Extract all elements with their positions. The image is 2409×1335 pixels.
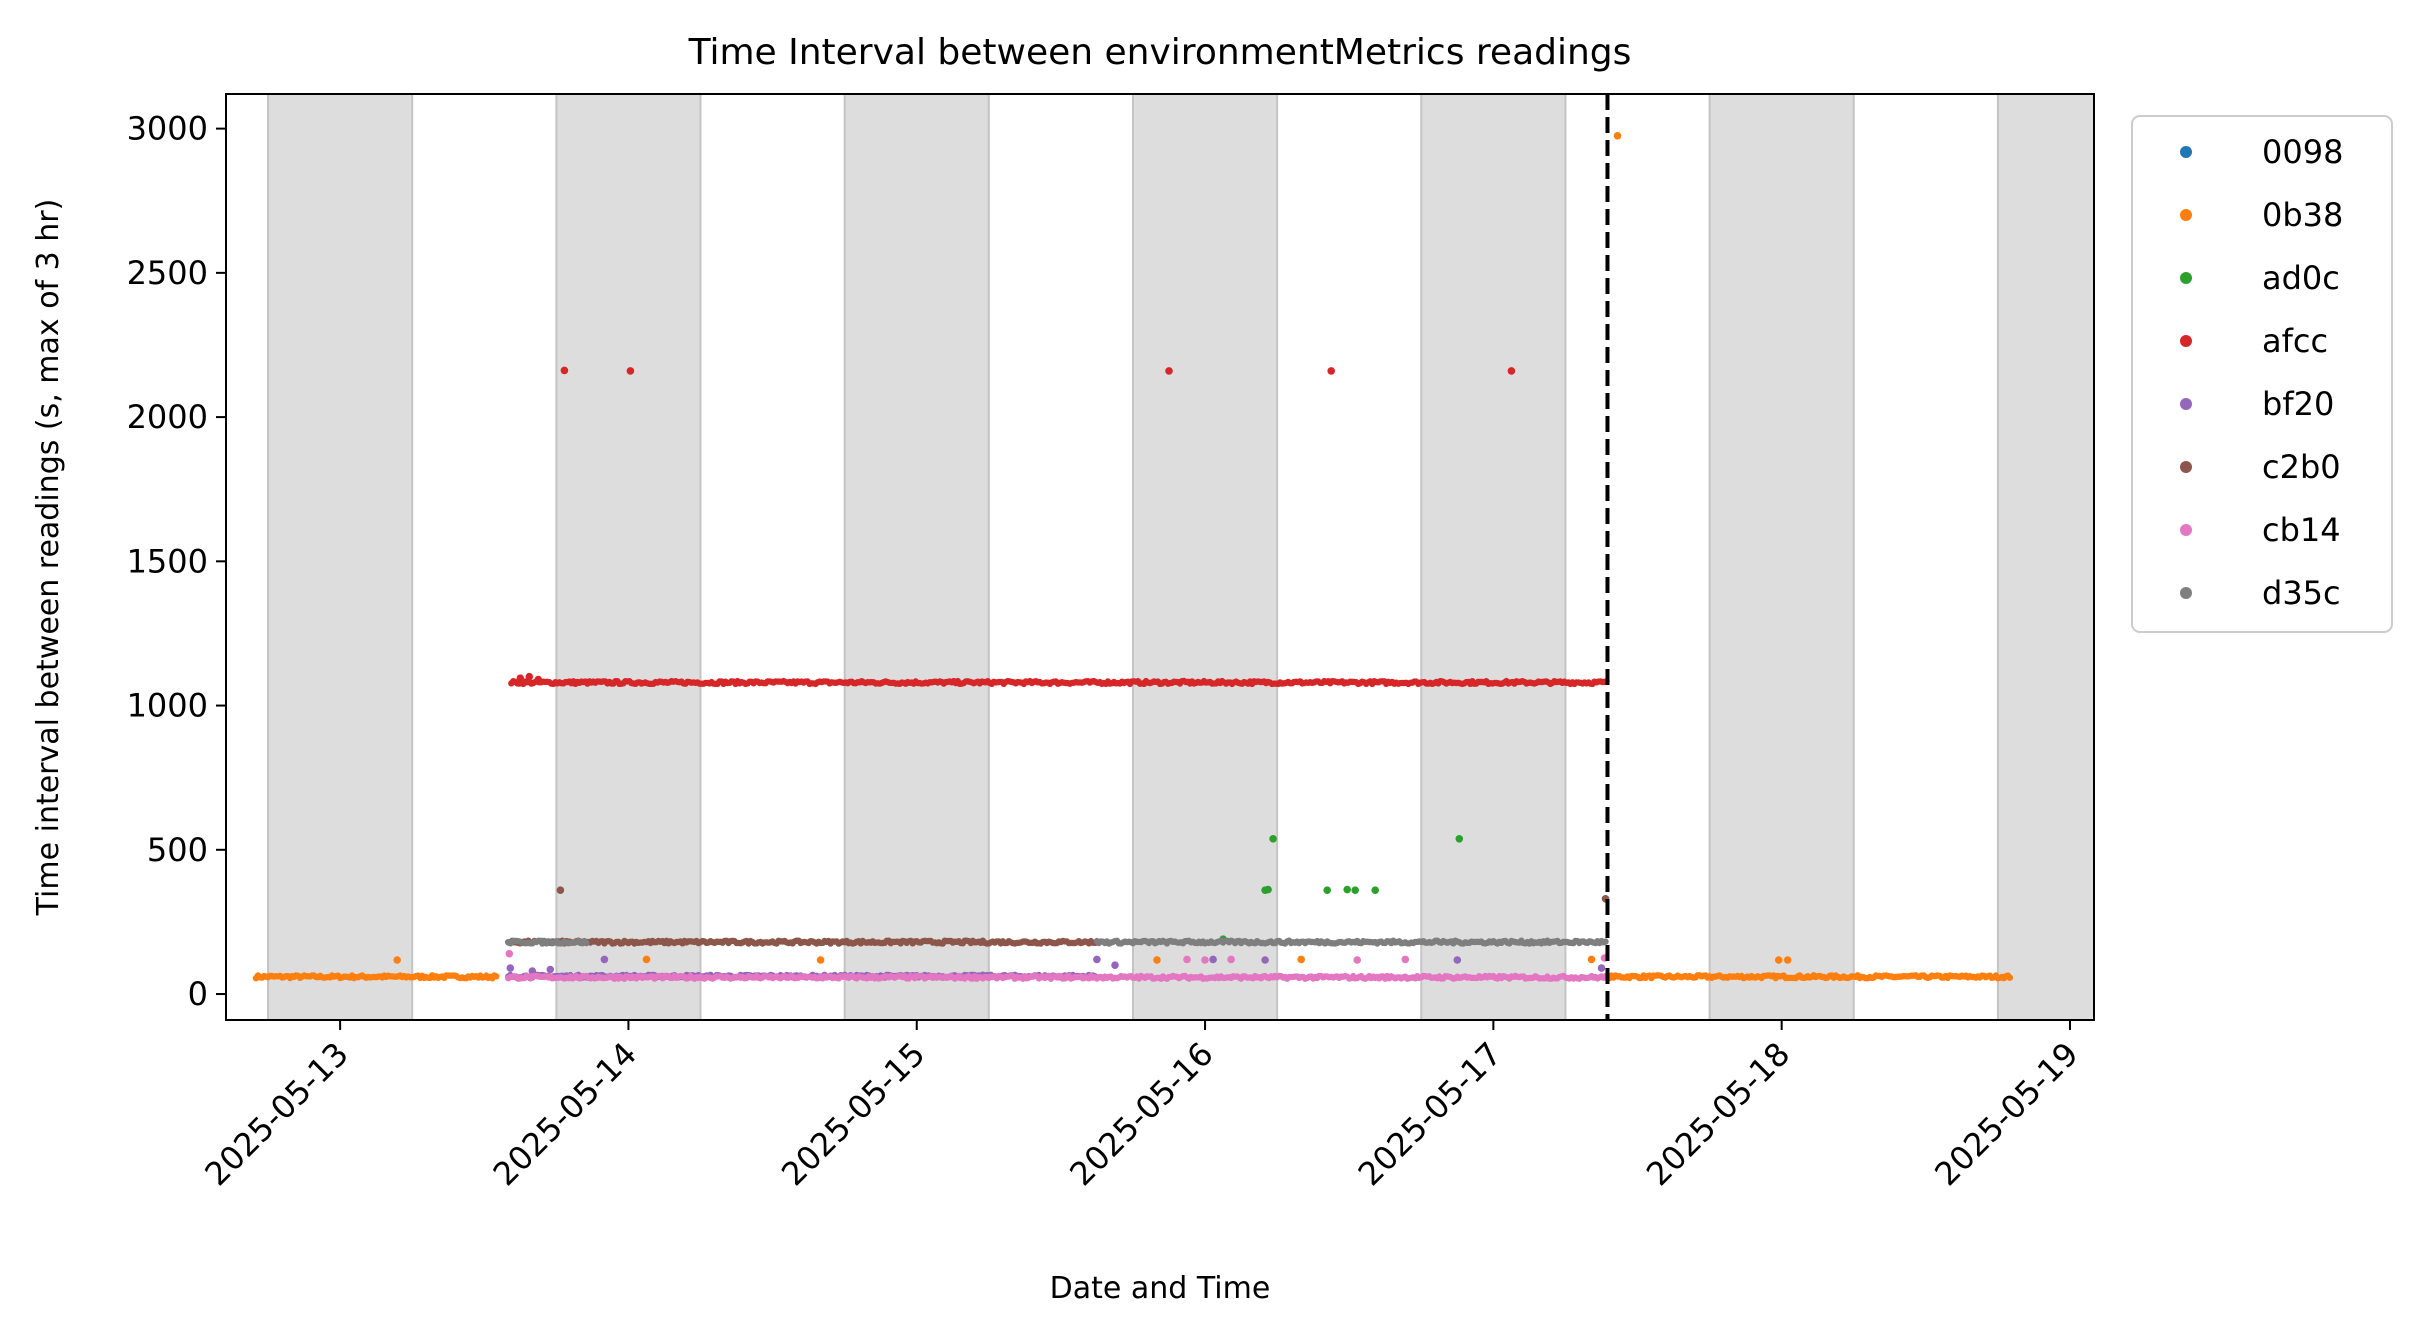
data-point-bf20 [546, 965, 555, 974]
data-point-afcc [534, 675, 543, 684]
data-point-0b38 [642, 955, 651, 964]
data-point-afcc [1507, 367, 1516, 375]
y-tick-label: 2500 [127, 254, 208, 292]
legend-marker-bf20 [2180, 398, 2192, 410]
data-point-ad0c [1371, 886, 1379, 894]
night-band [1708, 94, 1855, 1020]
legend-label: 0b38 [2262, 196, 2343, 234]
data-point-afcc [516, 674, 525, 682]
data-point-0b38 [493, 973, 500, 980]
data-point-0b38 [1297, 955, 1305, 964]
y-tick-label: 2000 [127, 398, 208, 436]
data-point-cb14 [505, 949, 514, 958]
chart-title: Time Interval between environmentMetrics… [688, 32, 1632, 73]
night-band [843, 94, 990, 1020]
legend-box [2131, 115, 2393, 633]
y-tick-label: 3000 [127, 110, 208, 148]
data-point-afcc [1165, 367, 1173, 375]
legend: 0098 0b38 ad0c afcc bf20 c2b0 cb14 d35c [2131, 115, 2393, 633]
legend-marker-cb14 [2180, 524, 2192, 536]
legend-label: bf20 [2262, 385, 2334, 423]
data-point-cb14 [1401, 955, 1410, 964]
legend-marker-c2b0 [2180, 461, 2192, 473]
y-tick-label: 1000 [127, 687, 208, 725]
axes-frame [225, 93, 2095, 1021]
data-points [252, 132, 2014, 982]
data-point-cb14 [1227, 955, 1235, 964]
legend-marker-d35c [2180, 587, 2192, 599]
night-band [1420, 94, 1567, 1020]
data-point-cb14 [1353, 956, 1361, 964]
data-point-afcc [626, 367, 635, 375]
data-point-bf20 [1261, 956, 1269, 964]
data-point-afcc [560, 366, 569, 375]
y-tick-label: 1500 [127, 542, 208, 580]
data-point-afcc [525, 672, 534, 681]
data-point-0b38 [1783, 956, 1792, 964]
x-axis-label: Date and Time [1050, 1271, 1271, 1306]
data-point-ad0c [1323, 886, 1331, 894]
y-axis-label: Time interval between readings (s, max o… [31, 199, 66, 917]
data-point-0b38 [1587, 955, 1596, 964]
data-point-0b38 [2006, 974, 2014, 981]
night-band [267, 94, 414, 1020]
legend-marker-0b38 [2180, 209, 2192, 221]
data-point-0b38 [1153, 956, 1161, 964]
legend-label: d35c [2262, 574, 2341, 612]
data-point-0b38 [816, 956, 825, 964]
y-axis: 0 500 1000 1500 2000 2500 3000 [127, 110, 226, 1013]
data-point-ad0c [1264, 885, 1272, 894]
data-point-bf20 [1111, 961, 1119, 969]
data-point-ad0c [1351, 886, 1359, 894]
data-point-bf20 [1453, 956, 1462, 964]
data-point-bf20 [1597, 964, 1606, 972]
data-point-d35c [583, 939, 590, 947]
data-point-d35c [1602, 938, 1609, 945]
data-point-bf20 [1093, 955, 1101, 964]
data-point-ad0c [1269, 835, 1277, 843]
data-point-c2b0 [556, 886, 565, 894]
y-tick-label: 0 [188, 975, 208, 1013]
data-point-bf20 [506, 964, 515, 972]
legend-label: cb14 [2262, 511, 2341, 549]
data-point-cb14 [1183, 955, 1191, 964]
data-point-0b38 [1613, 132, 1622, 140]
data-point-0b38 [1774, 956, 1783, 964]
legend-label: afcc [2262, 322, 2328, 360]
data-point-bf20 [600, 955, 609, 964]
data-point-ad0c [1455, 835, 1464, 843]
legend-marker-ad0c [2180, 272, 2192, 284]
data-point-cb14 [1201, 956, 1209, 964]
y-tick-label: 500 [147, 831, 208, 869]
night-band [1996, 94, 2094, 1020]
data-point-bf20 [1209, 955, 1217, 964]
night-band [1131, 94, 1279, 1020]
data-point-ad0c [1343, 885, 1351, 894]
legend-label: c2b0 [2262, 448, 2341, 486]
legend-marker-0098 [2180, 146, 2192, 158]
night-band [555, 94, 702, 1020]
legend-label: 0098 [2262, 133, 2343, 171]
night-bands [267, 94, 2094, 1020]
legend-marker-afcc [2180, 335, 2192, 347]
data-point-0b38 [393, 956, 402, 964]
legend-label: ad0c [2262, 259, 2340, 297]
data-point-afcc [1327, 367, 1335, 375]
